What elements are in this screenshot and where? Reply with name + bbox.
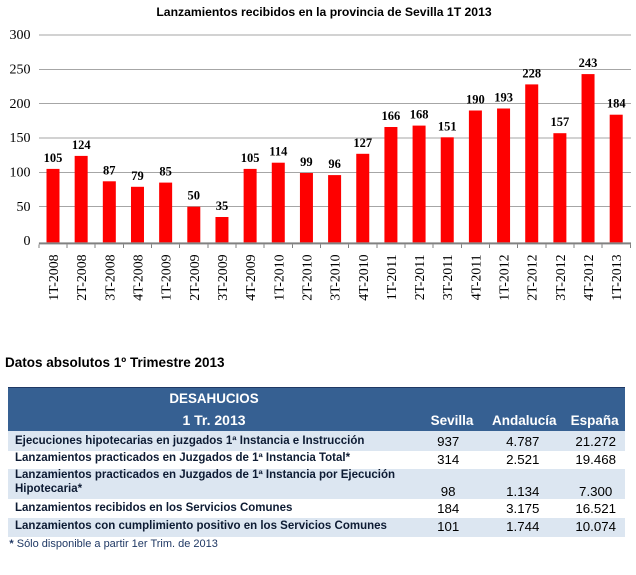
svg-text:193: 193 — [494, 91, 513, 105]
svg-text:2T-2008: 2T-2008 — [74, 254, 89, 300]
svg-text:4T-2012: 4T-2012 — [581, 254, 596, 300]
svg-text:2T-2012: 2T-2012 — [525, 254, 540, 300]
svg-text:105: 105 — [241, 151, 260, 165]
svg-text:85: 85 — [159, 165, 172, 179]
svg-text:79: 79 — [131, 169, 144, 183]
svg-text:166: 166 — [382, 109, 401, 123]
svg-text:300: 300 — [10, 28, 31, 43]
svg-text:1T-2011: 1T-2011 — [384, 254, 399, 300]
svg-text:87: 87 — [103, 163, 116, 177]
svg-text:1T-2009: 1T-2009 — [159, 254, 174, 300]
svg-text:Lanzamientos recibidos en la p: Lanzamientos recibidos en la provincia d… — [156, 5, 492, 19]
svg-text:3T-2009: 3T-2009 — [215, 254, 230, 300]
svg-text:3T-2010: 3T-2010 — [328, 254, 343, 300]
svg-text:1T-2010: 1T-2010 — [271, 254, 286, 300]
svg-text:50: 50 — [17, 200, 31, 215]
svg-text:35: 35 — [216, 199, 229, 213]
svg-text:1T-2008: 1T-2008 — [46, 254, 61, 300]
svg-text:3T-2008: 3T-2008 — [102, 254, 117, 300]
svg-text:124: 124 — [72, 138, 92, 152]
svg-text:190: 190 — [466, 93, 485, 107]
svg-text:4T-2010: 4T-2010 — [356, 254, 371, 300]
svg-text:168: 168 — [410, 108, 429, 122]
svg-text:1T-2012: 1T-2012 — [497, 254, 512, 300]
svg-text:96: 96 — [328, 157, 341, 171]
svg-text:228: 228 — [522, 66, 541, 80]
svg-text:4T-2008: 4T-2008 — [131, 254, 146, 300]
svg-text:250: 250 — [10, 63, 31, 78]
svg-text:243: 243 — [579, 56, 598, 70]
svg-text:3T-2011: 3T-2011 — [440, 254, 455, 300]
svg-text:3T-2012: 3T-2012 — [553, 254, 568, 300]
svg-text:4T-2011: 4T-2011 — [468, 254, 483, 300]
svg-text:151: 151 — [438, 119, 457, 133]
svg-text:4T-2009: 4T-2009 — [243, 254, 258, 300]
svg-text:200: 200 — [10, 97, 31, 112]
svg-text:100: 100 — [10, 166, 31, 181]
svg-text:157: 157 — [551, 115, 570, 129]
svg-text:50: 50 — [188, 189, 201, 203]
svg-text:150: 150 — [10, 131, 31, 146]
svg-text:2T-2010: 2T-2010 — [299, 254, 314, 300]
svg-text:105: 105 — [44, 151, 63, 165]
svg-text:127: 127 — [353, 136, 372, 150]
svg-text:2T-2009: 2T-2009 — [187, 254, 202, 300]
svg-text:2T-2011: 2T-2011 — [412, 254, 427, 300]
svg-text:184: 184 — [607, 97, 627, 111]
svg-text:0: 0 — [24, 234, 31, 249]
svg-text:99: 99 — [300, 155, 313, 169]
svg-text:114: 114 — [269, 145, 288, 159]
svg-text:1T-2013: 1T-2013 — [609, 254, 624, 300]
